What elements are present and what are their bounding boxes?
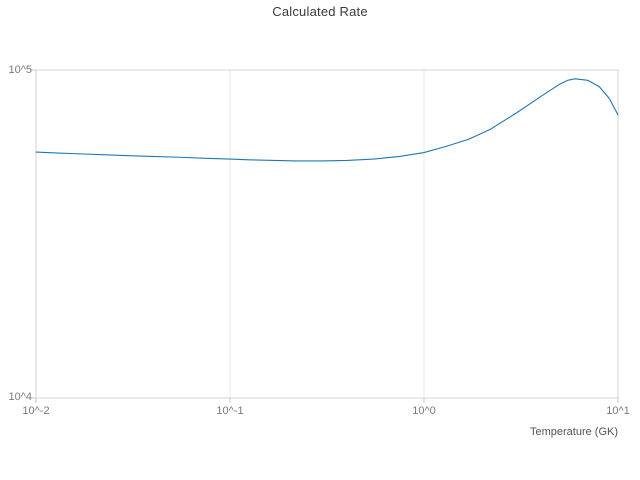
- y-tick-label-1e5: 10^5: [8, 64, 32, 76]
- x-tick-label-1e-1: 10^-1: [216, 405, 244, 417]
- y-tick-label-1e4: 10^4: [8, 391, 32, 403]
- chart-title: Calculated Rate: [272, 4, 368, 19]
- plot-frame: [35, 69, 619, 399]
- x-axis-label: Temperature (GK): [529, 426, 618, 438]
- x-tick-label-1e1: 10^1: [606, 405, 630, 417]
- x-tick-label-1e0: 10^0: [412, 405, 436, 417]
- x-tick-label-1e-2: 10^-2: [22, 405, 50, 417]
- rate-curve: [35, 78, 619, 162]
